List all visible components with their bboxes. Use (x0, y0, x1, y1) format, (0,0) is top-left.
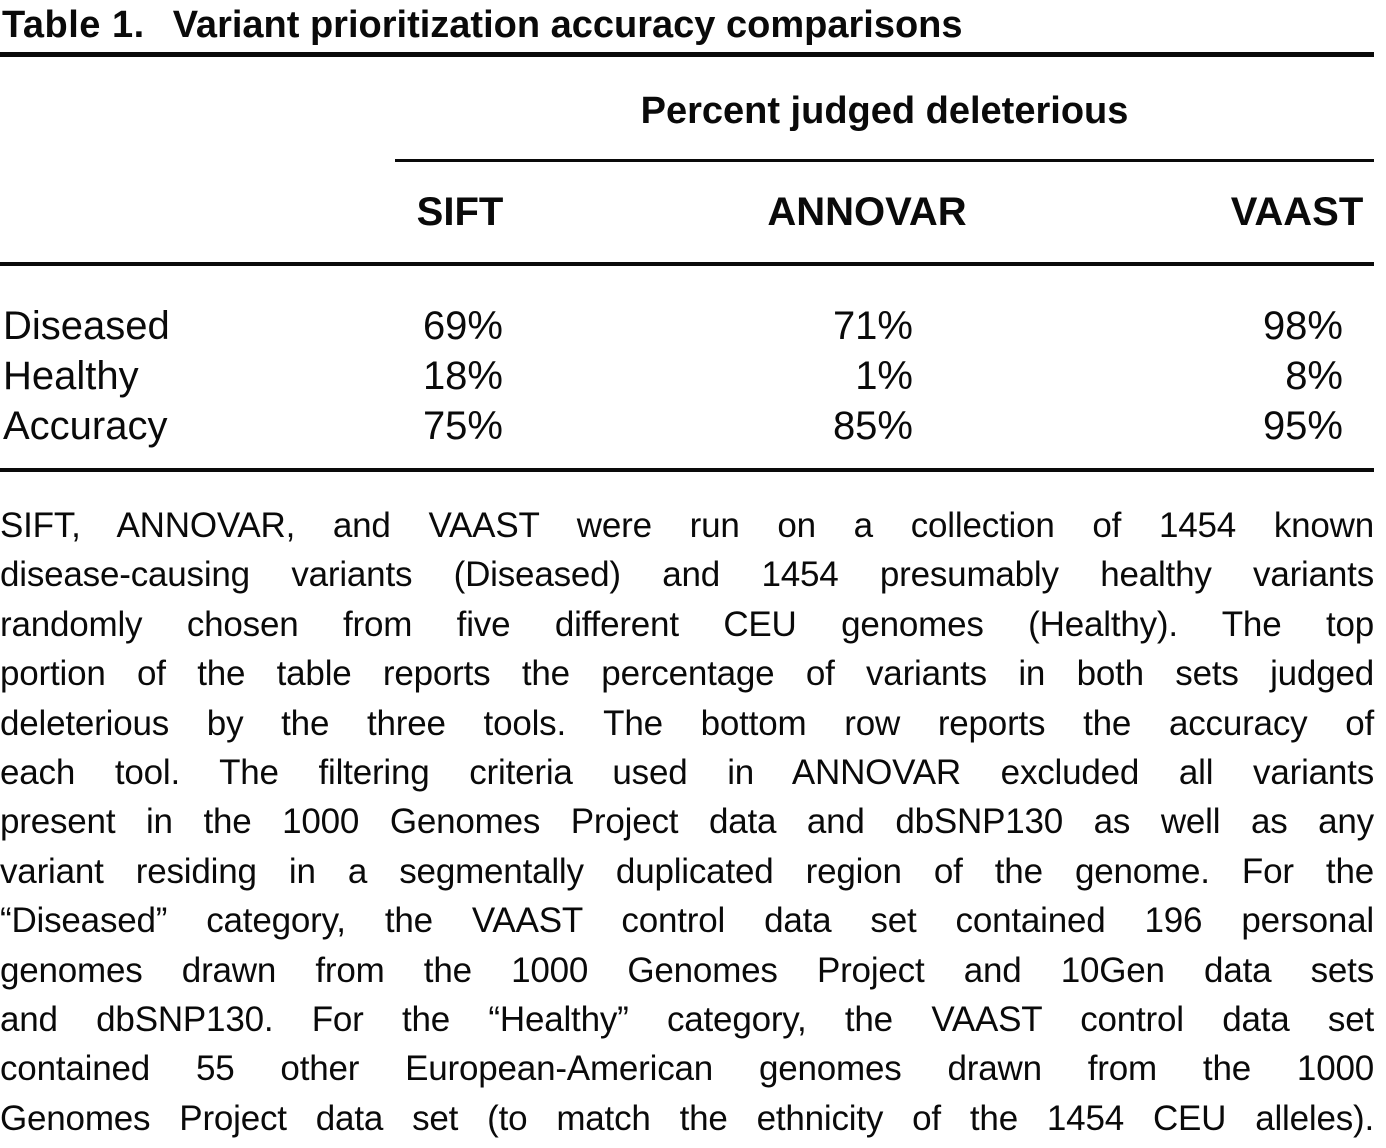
footnote-line: and dbSNP130. For the “Healthy” category… (0, 1000, 1374, 1040)
row-label-accuracy: Accuracy (3, 404, 168, 448)
cell-healthy-sift: 18% (422, 354, 503, 398)
footnote-line: genomes drawn from the 1000 Genomes Proj… (0, 950, 1374, 990)
cell-accuracy-vaast: 95% (1262, 404, 1343, 448)
table-title: Table 1. Variant prioritization accuracy … (2, 2, 1376, 48)
rule-under-body (0, 468, 1374, 472)
footnote-line: “Diseased” category, the VAAST control d… (0, 901, 1374, 941)
footnote-line: each tool. The filtering criteria used i… (0, 753, 1374, 793)
rule-under-headers (0, 262, 1374, 266)
rule-top (0, 52, 1374, 57)
row-label-healthy: Healthy (3, 354, 139, 398)
cell-healthy-vaast: 8% (1285, 354, 1343, 398)
cell-accuracy-annovar: 85% (832, 404, 913, 448)
footnote-line: contained 55 other European-American gen… (0, 1049, 1374, 1089)
cell-healthy-annovar: 1% (855, 354, 913, 398)
cell-diseased-annovar: 71% (832, 304, 913, 348)
table-title-text: Variant prioritization accuracy comparis… (172, 4, 963, 46)
column-header-vaast: VAAST (1230, 190, 1364, 234)
footnote-line: portion of the table reports the percent… (0, 654, 1374, 694)
footnote-line: SIFT, ANNOVAR, and VAAST were run on a c… (0, 506, 1374, 545)
cell-diseased-vaast: 98% (1262, 304, 1343, 348)
footnote-line: randomly chosen from five different CEU … (0, 604, 1374, 644)
footnote-line: present in the 1000 Genomes Project data… (0, 802, 1374, 842)
row-label-diseased: Diseased (3, 304, 170, 348)
footnote-line: variant residing in a segmentally duplic… (0, 851, 1374, 891)
column-header-annovar: ANNOVAR (767, 190, 967, 234)
cell-accuracy-sift: 75% (422, 404, 503, 448)
table-number-label: Table 1. (2, 4, 145, 46)
cell-diseased-sift: 69% (422, 304, 503, 348)
table-footnote: SIFT, ANNOVAR, and VAAST were run on a c… (0, 501, 1374, 1143)
footnote-line: disease-causing variants (Diseased) and … (0, 555, 1374, 595)
rule-under-spanner (395, 159, 1374, 162)
spanner-header: Percent judged deleterious (640, 90, 1129, 132)
column-header-sift: SIFT (416, 190, 504, 234)
footnote-line: Genomes Project data set (to match the e… (0, 1098, 1374, 1138)
footnote-line: deleterious by the three tools. The bott… (0, 703, 1374, 743)
